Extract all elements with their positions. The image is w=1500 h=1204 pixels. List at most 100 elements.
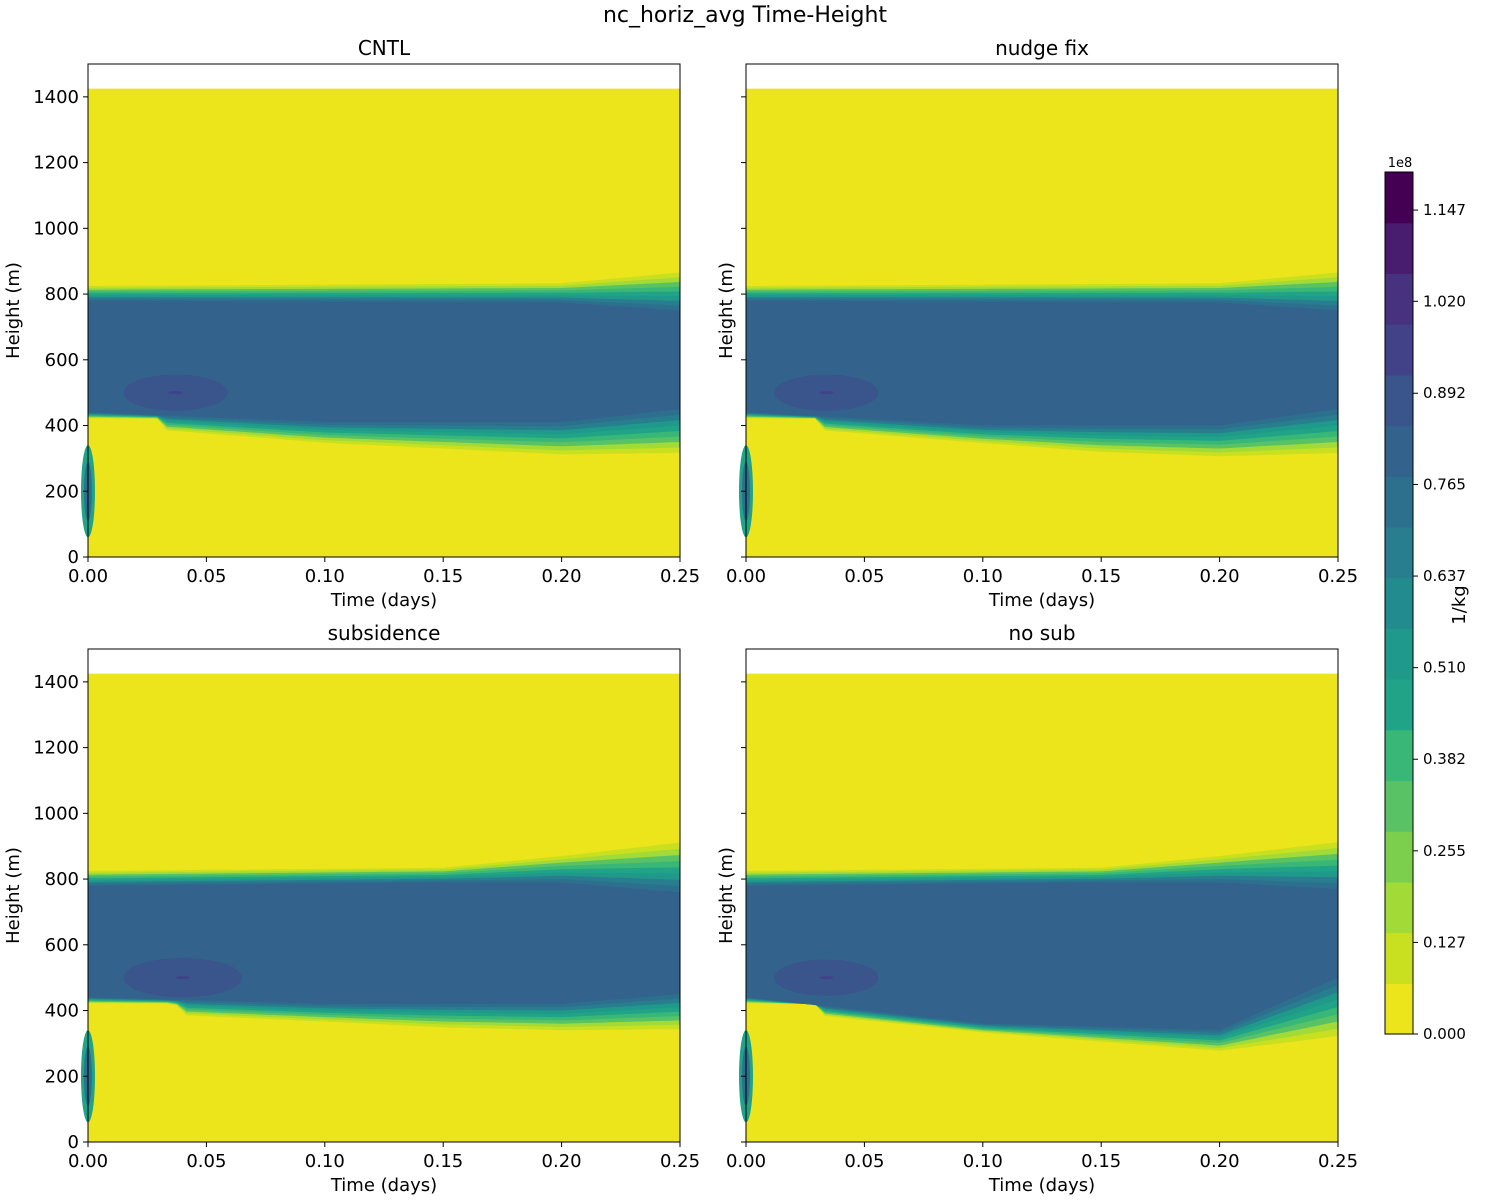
x-axis-label: Time (days) [988,590,1095,611]
y-tick-label: 600 [45,935,79,956]
colorbar-band [1385,425,1413,477]
panel-1: 0.00 0.05 0.10 0.15 0.20 0.25 nudge fix Time (d… [716,36,1358,611]
y-tick-label: 1000 [33,803,79,824]
y-tick-label: 400 [45,416,79,437]
x-tick-label: 0.10 [305,1151,345,1172]
contour-band [746,300,1338,426]
x-tick-label: 0.05 [844,1151,884,1172]
panel-3: 0.00 0.05 0.10 0.15 0.20 0.25 no sub Time (days… [716,621,1358,1196]
y-tick-label: 1400 [33,672,79,693]
colorbar-label: 1/kg [1449,585,1470,624]
colorbar-band [1385,881,1413,934]
contour-max-region [819,391,834,395]
colorbar-band [1385,780,1413,832]
y-tick-label: 0 [68,1132,79,1153]
x-tick-label: 0.25 [1318,566,1358,587]
colorbar-tick-label: 0.255 [1423,842,1466,860]
y-tick-label: 1000 [33,218,79,239]
colorbar: 0.000 0.127 0.255 0.382 0.510 0.637 0.765 0.892… [1384,156,1470,1043]
y-tick-label: 1200 [33,153,79,174]
colorbar-band [1385,983,1413,1035]
x-tick-label: 0.15 [1081,1151,1121,1172]
colorbar-tick-label: 0.382 [1423,750,1466,768]
colorbar-band [1385,476,1413,528]
colorbar-band [1385,374,1413,427]
y-tick-label: 400 [45,1001,79,1022]
colorbar-band [1385,324,1413,376]
axes-frame [87,63,681,558]
colorbar-band [1385,172,1413,224]
panel-title: CNTL [358,36,411,60]
y-axis-label: Height (m) [716,847,737,944]
x-tick-label: 0.20 [542,1151,582,1172]
x-tick-label: 0.00 [726,566,766,587]
x-tick-label: 0.00 [68,566,108,587]
x-tick-label: 0.20 [542,566,582,587]
panel-title: subsidence [328,621,441,645]
x-tick-label: 0.05 [186,1151,226,1172]
colorbar-tick-label: 1.020 [1423,292,1466,310]
contour-max-region [175,976,190,980]
x-tick-label: 0.15 [423,1151,463,1172]
y-axis-label: Height (m) [3,847,24,944]
y-tick-label: 200 [45,1066,79,1087]
y-tick-label: 800 [45,284,79,305]
colorbar-band [1385,729,1413,782]
colorbar-band [1385,628,1413,680]
colorbar-band [1385,273,1413,325]
figure-title: nc_horiz_avg Time-Height [603,3,887,28]
colorbar-band [1385,577,1413,629]
colorbar-frame [1384,171,1414,1035]
x-tick-label: 0.10 [305,566,345,587]
y-tick-label: 1200 [33,738,79,759]
x-tick-label: 0.00 [726,1151,766,1172]
panel-title: nudge fix [995,36,1089,60]
colorbar-tick-label: 0.510 [1423,659,1466,677]
colorbar-tick-label: 0.637 [1423,567,1466,585]
x-axis-label: Time (days) [330,1175,437,1196]
y-tick-label: 600 [45,350,79,371]
colorbar-tick-label: 0.000 [1423,1025,1466,1043]
x-axis-label: Time (days) [330,590,437,611]
colorbar-band [1385,222,1413,275]
panel-0: 0.00 0.05 0.10 0.15 0.20 0.25 0 200 400 600 800 100… [3,36,700,611]
colorbar-band [1385,831,1413,883]
x-tick-label: 0.20 [1200,1151,1240,1172]
x-tick-label: 0.15 [423,566,463,587]
axes-frame [745,648,1339,1143]
colorbar-multiplier: 1e8 [1388,156,1413,171]
x-tick-label: 0.25 [660,566,700,587]
x-tick-label: 0.05 [844,566,884,587]
contour-band [88,300,680,423]
y-tick-label: 0 [68,547,79,568]
y-tick-label: 200 [45,481,79,502]
x-tick-label: 0.15 [1081,566,1121,587]
x-tick-label: 0.00 [68,1151,108,1172]
y-tick-label: 800 [45,869,79,890]
x-tick-label: 0.25 [1318,1151,1358,1172]
x-tick-label: 0.10 [963,566,1003,587]
panel-title: no sub [1008,621,1075,645]
colorbar-band [1385,679,1413,731]
y-axis-label: Height (m) [3,262,24,359]
x-tick-label: 0.20 [1200,566,1240,587]
colorbar-band [1385,932,1413,984]
y-axis-label: Height (m) [716,262,737,359]
panel-2: 0.00 0.05 0.10 0.15 0.20 0.25 0 200 400 600 800 100… [3,621,700,1196]
x-tick-label: 0.05 [186,566,226,587]
axes-frame [745,63,1339,558]
x-tick-label: 0.10 [963,1151,1003,1172]
x-axis-label: Time (days) [988,1175,1095,1196]
axes-frame [87,648,681,1143]
x-tick-label: 0.25 [660,1151,700,1172]
contour-max-region [819,976,834,980]
colorbar-tick-label: 0.765 [1423,475,1466,493]
colorbar-tick-label: 1.147 [1423,201,1466,219]
contour-band [746,882,1338,1031]
colorbar-tick-label: 0.892 [1423,384,1466,402]
contour-max-region [168,391,183,395]
colorbar-tick-label: 0.127 [1423,933,1466,951]
colorbar-band [1385,526,1413,579]
y-tick-label: 1400 [33,87,79,108]
